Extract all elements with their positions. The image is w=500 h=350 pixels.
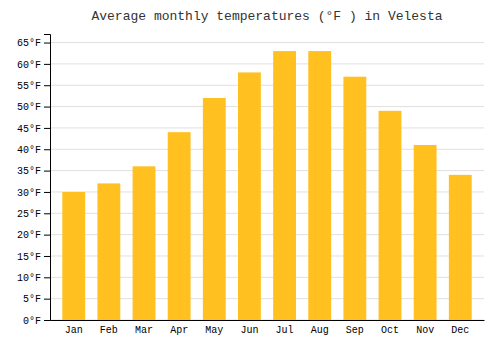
y-tick-mark [44,85,50,86]
y-tick-mark [44,43,50,44]
grid-line [50,106,484,107]
y-tick-label: 65°F [17,38,41,49]
bar [97,183,120,320]
y-tick-mark [44,171,50,172]
y-tick-mark [44,235,50,236]
y-axis-line [44,35,51,321]
y-tick: 5°F [23,294,50,305]
x-tick: Jul [276,325,294,336]
y-tick-label: 15°F [17,252,41,263]
y-tick: 55°F [17,81,50,92]
y-tick-label: 50°F [17,102,41,113]
y-tick: 40°F [17,145,50,156]
grid [50,43,484,320]
grid-line [50,42,484,43]
y-tick: 10°F [17,273,50,284]
y-axis: 0°F 5°F 10°F 15°F 20°F 25°F 30°F 35°F 40°F 45°F 50… [17,35,51,327]
x-tick-label: Oct [381,325,399,336]
bar [238,72,261,320]
y-tick: 25°F [17,209,50,220]
bar [414,145,437,320]
x-tick: Mar [135,325,153,336]
y-tick-label: 35°F [17,166,41,177]
x-tick: May [205,325,223,336]
x-tick: Nov [416,325,434,336]
y-tick: 0°F [23,316,50,327]
y-tick: 45°F [17,124,50,135]
y-tick-mark [44,256,50,257]
y-tick: 20°F [17,230,50,241]
y-tick-label: 10°F [17,273,41,284]
y-tick: 15°F [17,252,50,263]
y-tick-mark [44,320,50,321]
x-axis-line [51,320,485,321]
y-tick: 50°F [17,102,50,113]
x-tick-label: Feb [100,325,118,336]
y-tick-label: 5°F [23,294,41,305]
x-tick-label: Jul [276,325,294,336]
y-tick: 30°F [17,188,50,199]
y-tick-label: 60°F [17,60,41,71]
y-tick-label: 0°F [23,316,41,327]
y-tick-mark [44,64,50,65]
grid-line [50,85,484,86]
x-tick: Dec [451,325,469,336]
x-tick-label: Jan [65,325,83,336]
y-tick-mark [44,213,50,214]
x-tick: Jun [240,325,258,336]
x-tick-label: Sep [346,325,364,336]
x-tick-label: Nov [416,325,434,336]
x-tick: Jan [65,325,83,336]
chart: 0°F 5°F 10°F 15°F 20°F 25°F 30°F 35°F 40°F 45°F 50… [0,0,500,350]
bar [449,175,472,320]
y-tick: 35°F [17,166,50,177]
x-tick: Apr [170,325,188,336]
y-tick-mark [44,192,50,193]
x-tick: Sep [346,325,364,336]
bar [203,98,226,320]
x-tick: Feb [100,325,118,336]
y-tick-label: 45°F [17,124,41,135]
title: Average monthly temperatures (°F ) in Ve… [91,9,442,24]
y-tick: 60°F [17,60,50,71]
plot: 0°F 5°F 10°F 15°F 20°F 25°F 30°F 35°F 40°F 45°F 50… [17,35,485,337]
x-axis: Jan Feb Mar Apr May Jun Jul Aug Sep Oct Nov Dec [51,321,485,337]
grid-line [50,63,484,64]
x-tick-label: Aug [311,325,329,336]
bar [308,51,331,320]
y-tick-label: 55°F [17,81,41,92]
bar [379,111,402,320]
bar [62,192,85,320]
bar [273,51,296,320]
x-tick-label: Jun [240,325,258,336]
y-tick: 65°F [17,38,50,49]
grid-line [50,127,484,128]
x-tick-label: Mar [135,325,153,336]
x-tick: Aug [311,325,329,336]
x-tick-label: Apr [170,325,188,336]
bars [62,51,471,320]
bar [168,132,191,320]
y-tick-mark [44,107,50,108]
bar [343,77,366,320]
y-tick-label: 20°F [17,230,41,241]
x-tick: Oct [381,325,399,336]
y-tick-label: 25°F [17,209,41,220]
bar [133,166,156,320]
x-tick-label: Dec [451,325,469,336]
x-tick-label: May [205,325,223,336]
y-tick-label: 40°F [17,145,41,156]
y-tick-mark [44,277,50,278]
y-tick-mark [44,128,50,129]
y-tick-label: 30°F [17,188,41,199]
y-tick-mark [44,149,50,150]
y-tick-mark [44,299,50,300]
